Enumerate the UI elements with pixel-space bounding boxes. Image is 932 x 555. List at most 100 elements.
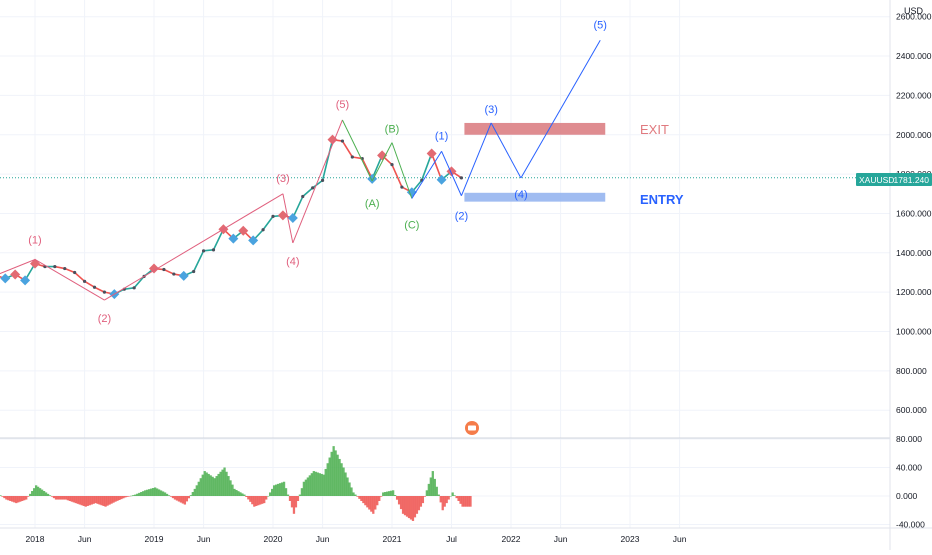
entry-zone-rect[interactable] — [464, 192, 606, 202]
red-wave-segment[interactable] — [292, 119, 343, 244]
osc-bar[interactable] — [263, 496, 266, 504]
price-segment[interactable] — [391, 163, 403, 188]
osc-bar[interactable] — [134, 494, 137, 496]
osc-bar[interactable] — [300, 488, 304, 496]
price-axis[interactable]: 2600.0002400.0002200.0002000.0001800.000… — [896, 12, 932, 416]
osc-bar[interactable] — [23, 496, 26, 501]
osc-bar[interactable] — [84, 496, 87, 507]
osc-bar[interactable] — [122, 496, 125, 499]
osc-bar[interactable] — [346, 477, 349, 496]
osc-bar[interactable] — [274, 484, 278, 496]
osc-bar[interactable] — [322, 474, 325, 496]
osc-bar[interactable] — [358, 496, 361, 499]
osc-bar[interactable] — [261, 496, 264, 504]
oscillator-axis[interactable]: 80.000 40.000 0.000 -40.000 — [896, 434, 925, 530]
osc-bar[interactable] — [108, 496, 111, 505]
osc-bar[interactable] — [217, 473, 220, 496]
osc-bar[interactable] — [169, 496, 173, 497]
osc-bar[interactable] — [360, 496, 363, 501]
osc-bar[interactable] — [120, 496, 123, 500]
osc-bar[interactable] — [225, 471, 228, 496]
osc-bar[interactable] — [35, 485, 38, 496]
osc-bar[interactable] — [88, 496, 91, 506]
pivot-low-marker[interactable] — [436, 174, 447, 185]
osc-bar[interactable] — [195, 485, 198, 496]
osc-bar[interactable] — [280, 482, 284, 496]
osc-bar[interactable] — [368, 496, 371, 510]
osc-bar[interactable] — [447, 496, 450, 500]
pivot-low-marker[interactable] — [178, 270, 189, 281]
osc-bar[interactable] — [395, 496, 399, 500]
osc-bar[interactable] — [336, 454, 339, 496]
price-segment[interactable] — [163, 268, 175, 275]
osc-bar[interactable] — [374, 496, 377, 510]
osc-bar[interactable] — [397, 496, 401, 505]
chart-logo-icon[interactable] — [465, 421, 479, 435]
osc-bar[interactable] — [100, 496, 103, 506]
osc-bar[interactable] — [92, 496, 95, 504]
osc-bar[interactable] — [140, 492, 143, 496]
osc-bar[interactable] — [455, 496, 458, 499]
osc-bar[interactable] — [308, 475, 311, 496]
price-segment[interactable] — [262, 215, 274, 231]
osc-bar[interactable] — [362, 496, 365, 504]
osc-bar[interactable] — [159, 490, 163, 496]
osc-bar[interactable] — [239, 492, 242, 496]
osc-bar[interactable] — [36, 486, 40, 496]
price-segment[interactable] — [93, 286, 106, 293]
pivot-high-marker[interactable] — [30, 258, 40, 269]
osc-bar[interactable] — [326, 463, 329, 496]
osc-bar[interactable] — [229, 480, 232, 496]
osc-bar[interactable] — [294, 496, 298, 508]
osc-bar[interactable] — [241, 493, 244, 496]
osc-bar[interactable] — [330, 451, 333, 496]
osc-bar[interactable] — [376, 496, 379, 506]
osc-bar[interactable] — [296, 496, 300, 501]
osc-bar[interactable] — [80, 496, 83, 506]
price-segment[interactable] — [301, 187, 314, 198]
osc-bar[interactable] — [132, 495, 135, 496]
pivot-low-marker[interactable] — [228, 233, 239, 244]
osc-bar[interactable] — [173, 496, 177, 500]
osc-bar[interactable] — [46, 493, 50, 496]
osc-bar[interactable] — [273, 485, 276, 496]
osc-bar[interactable] — [320, 473, 323, 496]
blue-wave-segment[interactable] — [520, 40, 601, 179]
osc-bar[interactable] — [306, 477, 309, 496]
osc-bar[interactable] — [96, 496, 99, 504]
osc-bar[interactable] — [1, 496, 4, 497]
osc-bar[interactable] — [421, 496, 425, 504]
osc-bar[interactable] — [344, 472, 347, 496]
osc-bar[interactable] — [146, 489, 149, 496]
price-segment[interactable] — [292, 195, 304, 219]
price-point[interactable] — [271, 214, 275, 219]
price-point[interactable] — [82, 279, 87, 283]
osc-bar[interactable] — [364, 496, 367, 506]
osc-bar[interactable] — [310, 473, 313, 496]
osc-bar[interactable] — [392, 490, 395, 496]
osc-bar[interactable] — [181, 496, 185, 504]
price-segment[interactable] — [311, 179, 324, 189]
price-point[interactable] — [459, 176, 464, 180]
osc-bar[interactable] — [405, 496, 409, 517]
osc-bar[interactable] — [366, 496, 369, 508]
osc-bar[interactable] — [110, 496, 113, 504]
price-segment[interactable] — [371, 154, 383, 180]
osc-bar[interactable] — [292, 496, 296, 514]
osc-bar[interactable] — [130, 495, 133, 497]
pivot-high-marker[interactable] — [149, 263, 159, 274]
osc-bar[interactable] — [52, 496, 56, 499]
osc-bar[interactable] — [453, 495, 456, 496]
osc-bar[interactable] — [350, 487, 353, 496]
pivot-low-marker[interactable] — [287, 212, 298, 223]
osc-bar[interactable] — [148, 489, 151, 496]
osc-bar[interactable] — [257, 496, 260, 506]
price-segment[interactable] — [212, 228, 225, 251]
osc-bar[interactable] — [269, 492, 272, 496]
osc-bar[interactable] — [17, 496, 20, 503]
osc-bar[interactable] — [265, 496, 268, 500]
price-point[interactable] — [301, 194, 305, 199]
osc-bar[interactable] — [219, 471, 222, 496]
osc-bar[interactable] — [64, 496, 68, 500]
osc-bar[interactable] — [433, 478, 436, 496]
